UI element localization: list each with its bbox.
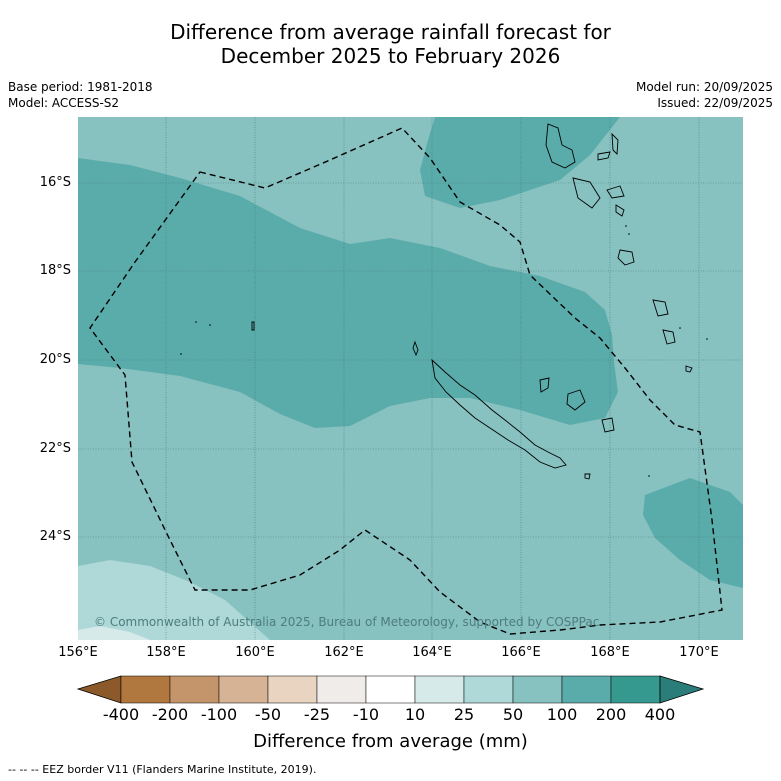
vanuatu-erromango [652, 299, 669, 317]
band-100-200-main [78, 158, 618, 428]
new-caledonia-mainland [431, 358, 567, 469]
islet-south [584, 473, 591, 480]
vanuatu-malakula [572, 177, 601, 209]
vanuatu-efate [617, 249, 635, 266]
band-100-200-north [420, 117, 620, 208]
colorbar-label-25: 25 [453, 705, 475, 724]
gridlines [78, 117, 743, 640]
model-run: Model run: 20/09/2025 [635, 80, 773, 94]
map-title: Difference from average rainfall forecas… [0, 20, 781, 68]
lon-label-158e: 158°E [146, 645, 186, 660]
islet-west [251, 321, 255, 331]
vanuatu-islet-2 [611, 132, 619, 156]
colorbar-title: Difference from average (mm) [253, 731, 528, 752]
colorbar-segment-10 [561, 675, 612, 704]
colorbar-label-400: 400 [644, 705, 676, 724]
colorbar-label-neg200: -200 [151, 705, 189, 724]
map-area: © Commonwealth of Australia 2025, Bureau… [78, 117, 743, 640]
colorbar-label-100: 100 [546, 705, 578, 724]
model-name: Model: ACCESS-S2 [8, 96, 120, 110]
vanuatu-islet-4 [615, 204, 625, 217]
colorbar-label-neg25: -25 [303, 705, 331, 724]
lon-label-168e: 168°E [590, 645, 630, 660]
eez-border [89, 127, 723, 635]
lat-label-24s: 24°S [39, 529, 71, 544]
title-line-2: December 2025 to February 2026 [220, 44, 561, 68]
vanuatu-islet-3 [606, 185, 625, 199]
lat-label-16s: 16°S [39, 175, 71, 190]
loyalty-island-1 [539, 377, 550, 393]
band-10-25-southwest [78, 626, 150, 640]
lon-label-166e: 166°E [501, 645, 541, 660]
colorbar-label-neg50: -50 [254, 705, 282, 724]
colorbar-label-neg400: -400 [102, 705, 140, 724]
title-line-1: Difference from average rainfall forecas… [170, 20, 611, 44]
colorbar-segment-6 [365, 675, 416, 704]
base-period: Base period: 1981-2018 [8, 80, 153, 94]
colorbar-segment-5 [316, 675, 367, 704]
lon-label-156e: 156°E [58, 645, 98, 660]
vanuatu-espiritu-santo [545, 123, 576, 169]
band-25-50-southwest [78, 560, 270, 640]
lon-label-160e: 160°E [235, 645, 275, 660]
vanuatu-aneityum [685, 365, 693, 373]
meta-left: Base period: 1981-2018 Model: ACCESS-S2 [8, 79, 153, 111]
lat-label-18s: 18°S [39, 263, 71, 278]
colorbar-segment-7 [414, 675, 465, 704]
lat-label-22s: 22°S [39, 441, 71, 456]
colorbar-label-50: 50 [502, 705, 524, 724]
band-100-200-southeast [643, 478, 743, 588]
lon-label-162e: 162°E [324, 645, 364, 660]
vanuatu-islet-1 [597, 151, 611, 161]
colorbar-label-200: 200 [595, 705, 627, 724]
loyalty-island-3 [601, 417, 615, 433]
islet [412, 340, 419, 357]
copyright-text: © Commonwealth of Australia 2025, Bureau… [94, 615, 599, 629]
colorbar-segment-9 [512, 675, 563, 704]
issued-date: Issued: 22/09/2025 [657, 96, 773, 110]
small-islets [180, 225, 708, 477]
colorbar-segment-8 [463, 675, 514, 704]
colorbar-label-10: 10 [404, 705, 426, 724]
colorbar-label-neg10: -10 [352, 705, 380, 724]
eez-footnote: -- -- -- EEZ border V11 (Flanders Marine… [8, 763, 317, 776]
colorbar-segment-11 [610, 675, 661, 704]
colorbar-extend-low [76, 675, 122, 704]
vanuatu-tanna [662, 329, 676, 345]
colorbar-segment-1 [120, 675, 171, 704]
lat-label-20s: 20°S [39, 352, 71, 367]
colorbar-segment-4 [267, 675, 318, 704]
colorbar-extend-high [659, 675, 705, 704]
coastlines [251, 123, 693, 480]
lon-label-164e: 164°E [412, 645, 452, 660]
meta-right: Model run: 20/09/2025 Issued: 22/09/2025 [636, 79, 773, 111]
lon-label-170e: 170°E [679, 645, 719, 660]
colorbar-segment-3 [218, 675, 269, 704]
colorbar-label-neg100: -100 [200, 705, 238, 724]
colorbar-segment-2 [169, 675, 220, 704]
loyalty-island-2 [566, 389, 586, 411]
colorbar [76, 675, 705, 704]
